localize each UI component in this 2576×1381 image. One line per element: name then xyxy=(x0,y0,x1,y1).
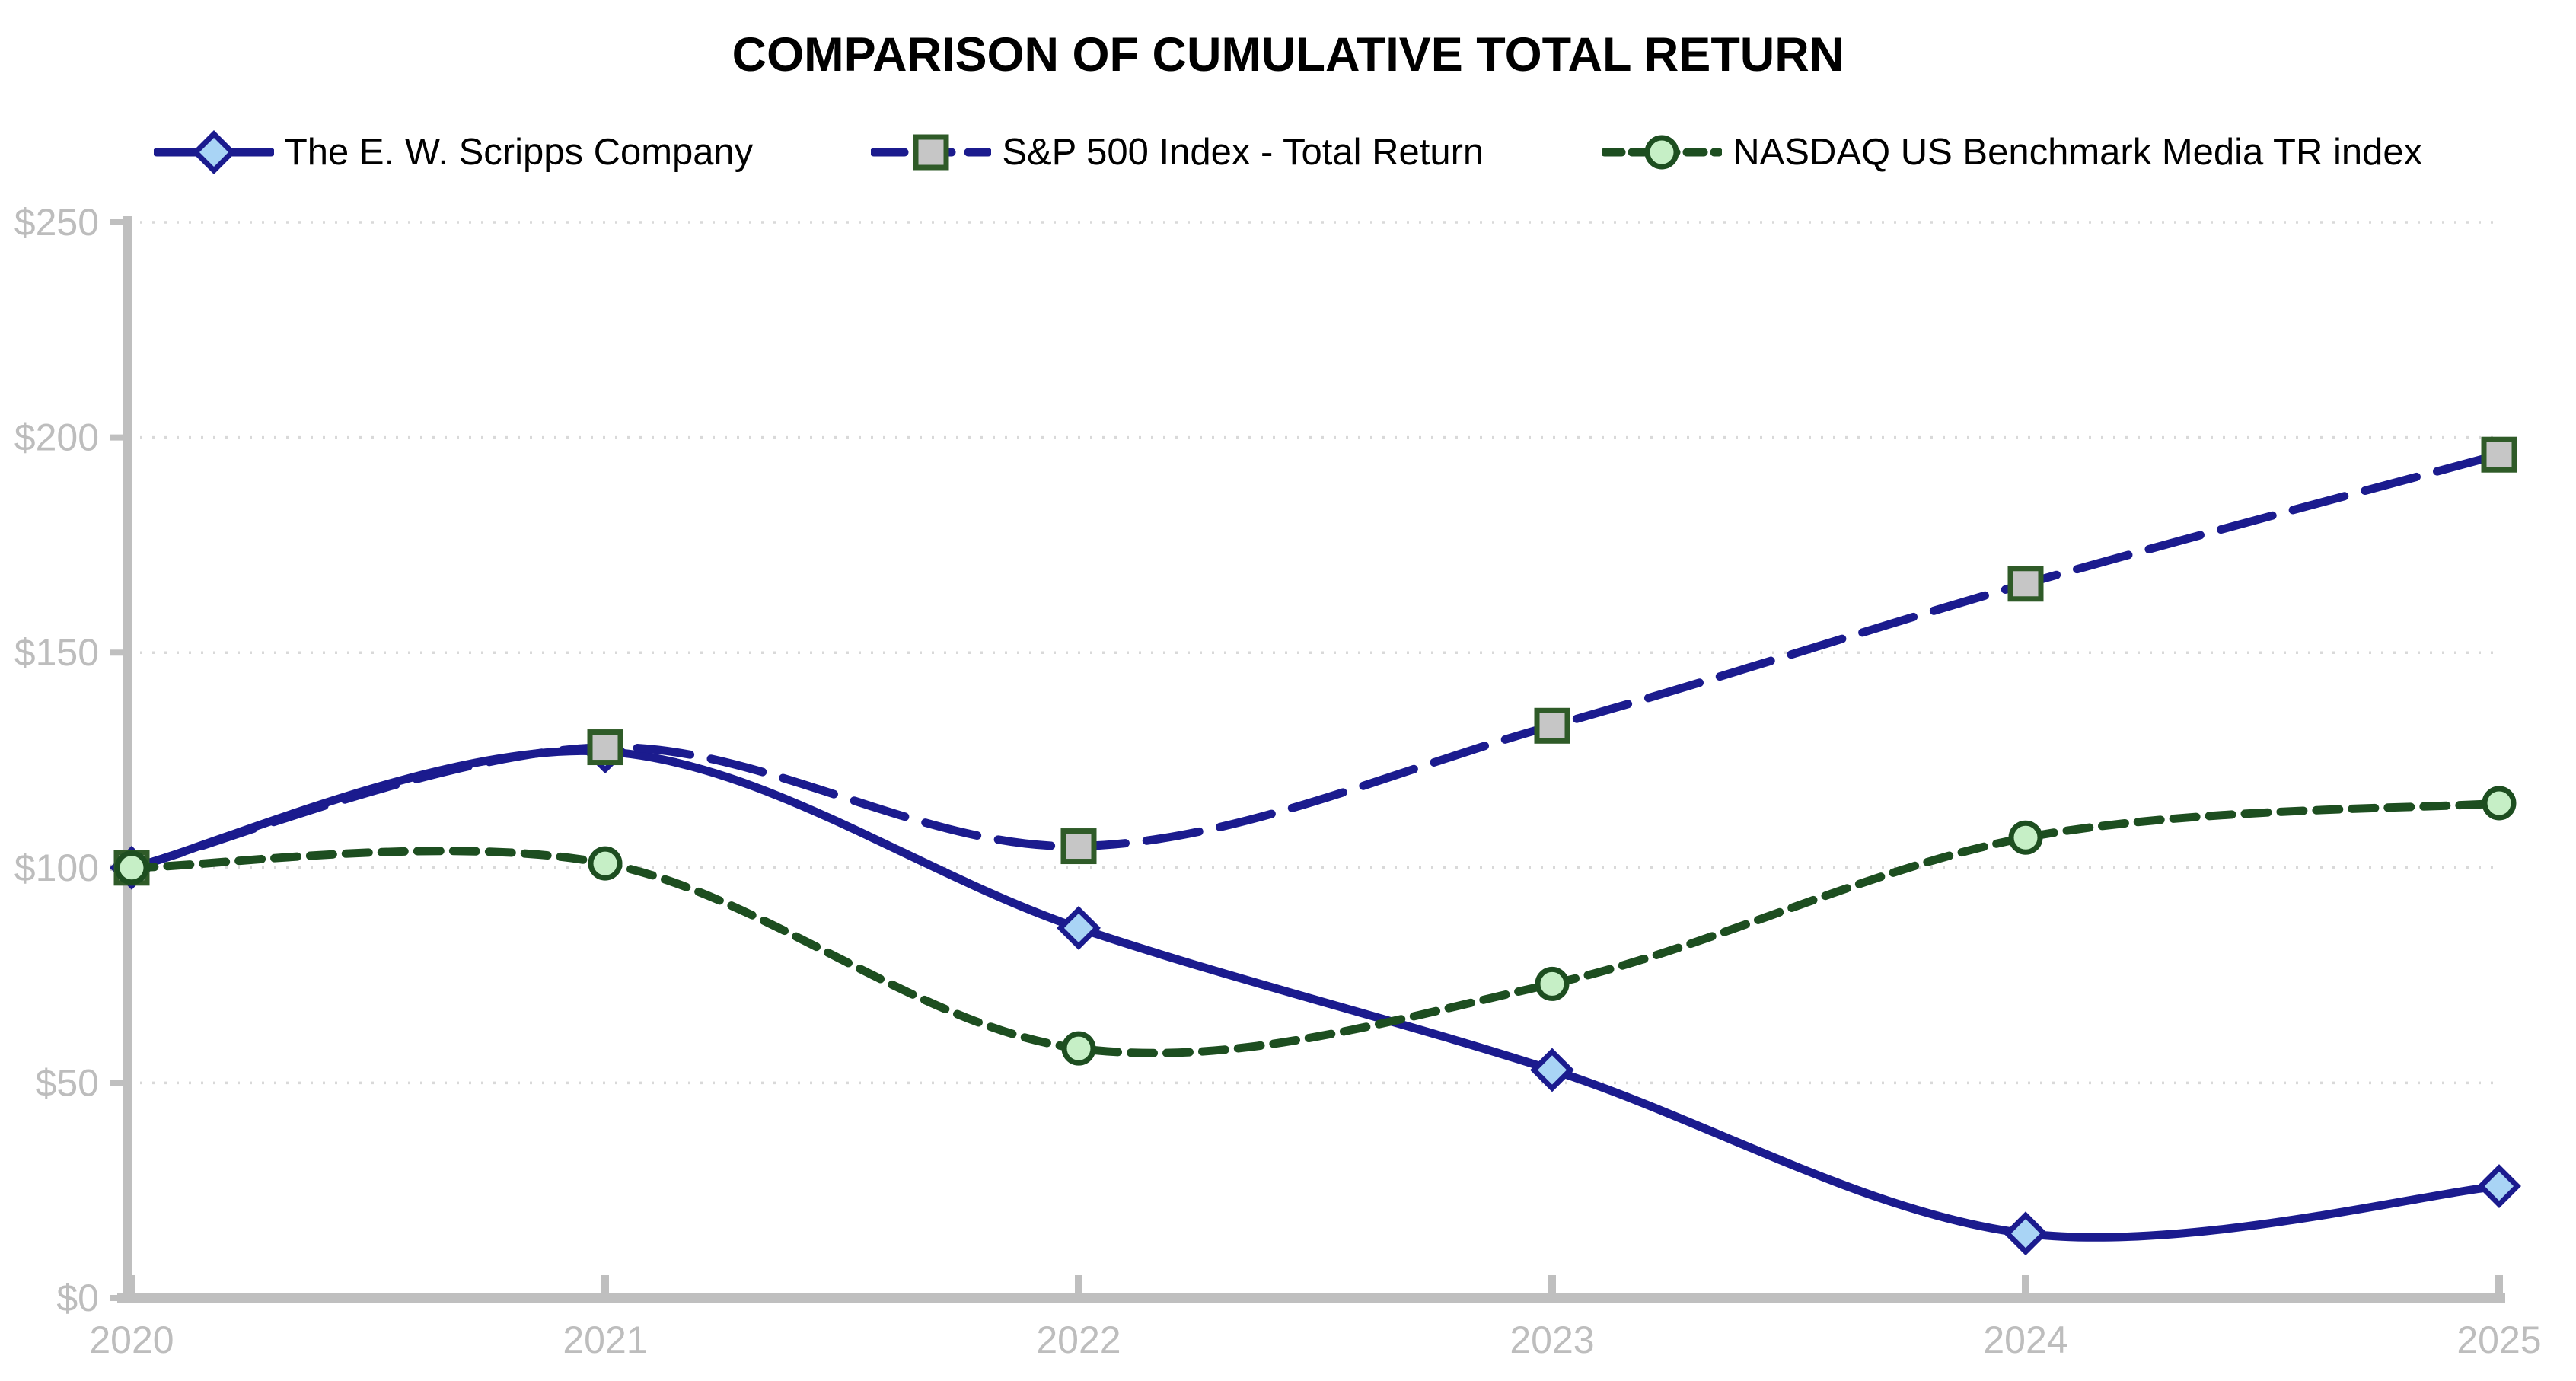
data-point-2023-series-2 xyxy=(1535,966,1570,1001)
legend-item-sp500: S&P 500 Index - Total Return xyxy=(871,128,1484,177)
series-0 xyxy=(110,729,2521,1256)
series-line-1 xyxy=(127,450,2504,872)
legend-label-scripps: The E. W. Scripps Company xyxy=(284,132,754,173)
data-point-2021-series-2 xyxy=(588,846,623,881)
nasdaq-line-marker-icon xyxy=(1602,135,1723,170)
y-tick-label-$250: $250 xyxy=(14,201,99,244)
x-tick-label-2020: 2020 xyxy=(89,1319,174,1361)
data-point-2022-series-1 xyxy=(1060,828,1097,865)
data-point-2024-series-1 xyxy=(2007,566,2044,602)
series-2 xyxy=(114,786,2517,1066)
chart-title: COMPARISON OF CUMULATIVE TOTAL RETURN xyxy=(732,28,1844,81)
data-point-2023-series-0 xyxy=(1530,1048,1574,1092)
legend-item-scripps: The E. W. Scripps Company xyxy=(153,128,754,177)
data-point-2024-series-0 xyxy=(2004,1211,2048,1256)
x-tick-label-2025: 2025 xyxy=(2456,1319,2541,1361)
y-tick-label-$50: $50 xyxy=(36,1061,99,1104)
data-point-2024-series-2 xyxy=(2008,820,2043,855)
data-point-2023-series-1 xyxy=(1534,707,1570,744)
legend-sample-marker xyxy=(1644,135,1679,170)
chart-legend: The E. W. Scripps Company S&P 500 Index … xyxy=(0,128,2576,177)
scripps-line-marker-icon xyxy=(153,130,274,174)
data-point-2022-series-0 xyxy=(1057,905,1101,950)
data-point-2021-series-1 xyxy=(587,729,623,766)
data-point-2025-series-1 xyxy=(2481,436,2517,473)
data-point-2025-series-2 xyxy=(2482,786,2517,821)
x-tick-label-2024: 2024 xyxy=(1983,1319,2067,1361)
legend-sample-marker xyxy=(913,134,949,171)
x-tick-label-2023: 2023 xyxy=(1510,1319,1594,1361)
y-tick-label-$150: $150 xyxy=(14,631,99,674)
y-tick-label-$200: $200 xyxy=(14,416,99,459)
legend-sample-marker xyxy=(191,130,236,174)
data-point-2020-series-2 xyxy=(114,850,149,885)
x-tick-label-2022: 2022 xyxy=(1036,1319,1121,1361)
x-tick-label-2021: 2021 xyxy=(563,1319,647,1361)
series-line-2 xyxy=(127,799,2504,1057)
sp500-line-marker-icon xyxy=(871,134,992,171)
y-tick-label-$100: $100 xyxy=(14,847,99,889)
legend-label-nasdaq: NASDAQ US Benchmark Media TR index xyxy=(1733,132,2423,173)
data-point-2025-series-0 xyxy=(2477,1164,2521,1208)
legend-label-sp500: S&P 500 Index - Total Return xyxy=(1002,132,1484,173)
y-tick-label-$0: $0 xyxy=(56,1277,99,1319)
legend-item-nasdaq: NASDAQ US Benchmark Media TR index xyxy=(1602,128,2422,177)
data-point-2022-series-2 xyxy=(1061,1031,1096,1066)
